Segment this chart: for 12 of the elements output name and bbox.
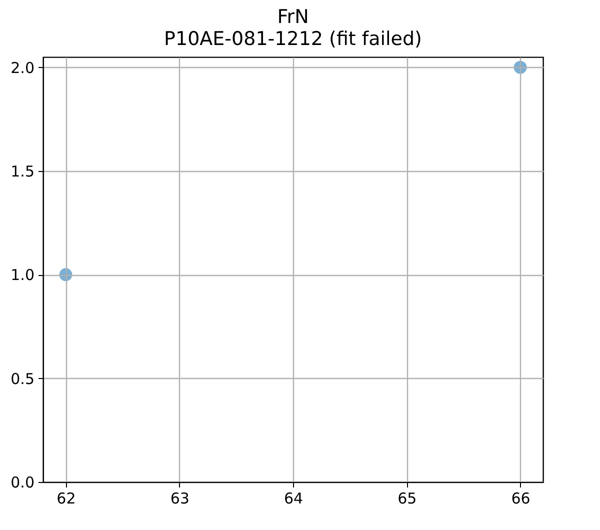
- y-tick-label: 0.0: [10, 474, 34, 492]
- x-tick-label: 66: [511, 490, 530, 508]
- x-tick-label: 64: [284, 490, 304, 508]
- x-tick-label: 62: [56, 490, 76, 508]
- y-tick-label: 1.0: [10, 266, 34, 284]
- chart-title: FrN: [277, 6, 309, 28]
- y-tick-label: 0.5: [10, 370, 34, 388]
- x-tick-label: 63: [170, 490, 190, 508]
- x-tick-label: 65: [398, 490, 417, 508]
- y-tick-label: 1.5: [10, 162, 34, 181]
- chart-subtitle: P10AE-081-1212 (fit failed): [164, 28, 422, 50]
- y-tick-label: 2.0: [10, 58, 34, 77]
